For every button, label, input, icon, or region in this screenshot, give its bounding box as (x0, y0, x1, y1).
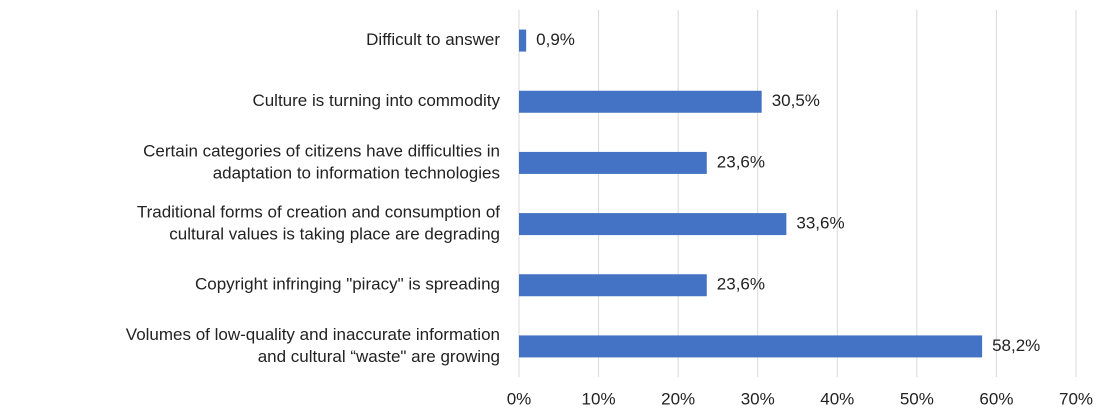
y-tick-label: adaptation to information technologies (213, 163, 500, 182)
bar (519, 90, 762, 113)
value-label: 23,6% (717, 152, 765, 171)
x-tick-label: 10% (582, 389, 616, 408)
y-tick-label: Difficult to answer (366, 30, 500, 49)
x-tick-label: 20% (661, 389, 695, 408)
value-label: 58,2% (992, 336, 1040, 355)
value-label: 30,5% (772, 91, 820, 110)
bar (519, 213, 787, 236)
x-tick-label: 30% (741, 389, 775, 408)
value-label: 0,9% (536, 30, 575, 49)
y-tick-label: Traditional forms of creation and consum… (137, 203, 500, 222)
y-tick-label: Culture is turning into commodity (252, 91, 500, 110)
x-tick-label: 40% (820, 389, 854, 408)
x-tick-label: 70% (1059, 389, 1093, 408)
x-tick-label: 0% (507, 389, 532, 408)
value-label: 33,6% (796, 214, 844, 233)
x-tick-label: 50% (900, 389, 934, 408)
y-tick-label: cultural values is taking place are degr… (169, 225, 500, 244)
bar (519, 274, 707, 297)
x-tick-label: 60% (979, 389, 1013, 408)
bar (519, 151, 707, 174)
y-tick-label: Certain categories of citizens have diff… (143, 141, 500, 160)
bar (519, 335, 983, 358)
y-tick-label: Copyright infringing "piracy" is spreadi… (195, 275, 500, 294)
y-tick-label: Volumes of low-quality and inaccurate in… (126, 325, 500, 344)
value-label: 23,6% (717, 275, 765, 294)
bar (519, 29, 527, 52)
y-tick-label: and cultural “waste" are growing (258, 347, 500, 366)
